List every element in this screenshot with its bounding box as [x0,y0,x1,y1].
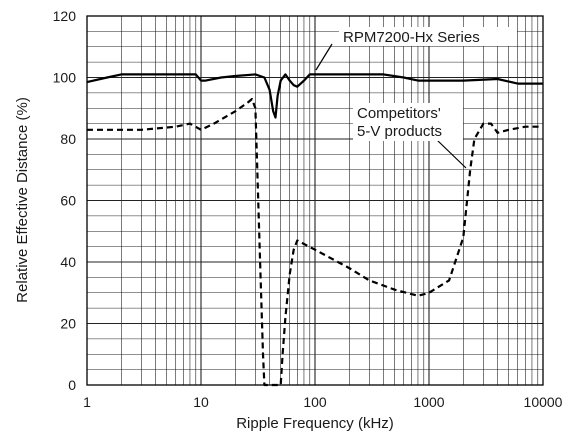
x-tick-label: 100 [303,394,327,410]
annotation-competitors-line1: Competitors' [357,105,441,122]
y-tick-label: 80 [60,131,76,147]
y-tick-label: 20 [60,316,76,332]
x-tick-label: 1 [83,394,91,410]
x-tick-label: 1000 [413,394,444,410]
series-line-0 [86,73,543,119]
annotation-rpm: RPM7200-Hx Series [343,29,480,46]
y-tick-label: 60 [60,193,76,209]
annotations: RPM7200-Hx Series Competitors' 5-V produ… [315,27,517,169]
annotation-bg-rpm [339,27,517,46]
series-line-1 [87,97,543,387]
x-tick-label: 10 [193,394,209,410]
grid [87,16,543,385]
y-tick-label: 100 [53,70,77,86]
y-axis-label: Relative Effective Distance (%) [14,97,31,303]
y-tick-label: 120 [53,8,77,24]
annotation-leader-competitors [436,139,467,169]
x-tick-labels: 1 10 100 1000 10000 [83,394,563,410]
annotation-leader-rpm [315,43,333,71]
plot-frame [86,15,544,386]
y-tick-label: 40 [60,254,76,270]
annotation-bg-competitors [353,103,463,141]
y-tick-label: 0 [68,377,76,393]
annotation-competitors-line2: 5-V products [357,123,442,140]
x-tick-label: 10000 [524,394,563,410]
y-tick-labels: 0 20 40 60 80 100 120 [53,8,77,393]
x-axis-label: Ripple Frequency (kHz) [236,415,394,432]
series-lines [86,73,543,387]
